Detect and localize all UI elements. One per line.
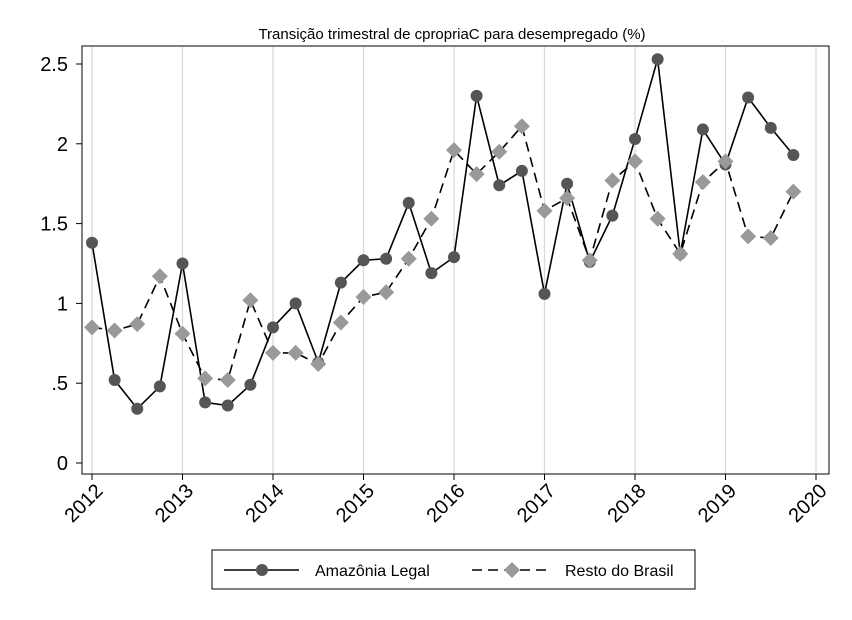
series-1-point-5 bbox=[197, 370, 214, 387]
series-1-point-24 bbox=[627, 153, 643, 170]
series-0-point-23 bbox=[606, 209, 619, 222]
series-1-point-18 bbox=[491, 143, 508, 160]
series-0-point-18 bbox=[493, 179, 506, 192]
series-0-point-24 bbox=[629, 133, 641, 146]
series-1-point-0 bbox=[84, 319, 100, 336]
series-0-point-27 bbox=[696, 123, 709, 136]
series-1-point-6 bbox=[219, 372, 236, 389]
series-1-point-1 bbox=[106, 322, 123, 339]
series-1-point-23 bbox=[604, 172, 621, 189]
series-1-point-17 bbox=[468, 166, 485, 183]
legend-marker-amazonia bbox=[256, 564, 268, 576]
series-1-point-8 bbox=[265, 344, 281, 361]
series-0-point-8 bbox=[267, 321, 279, 334]
series-1-point-9 bbox=[287, 344, 304, 361]
series-1-point-14 bbox=[400, 250, 417, 267]
y-tick-label-5: 2.5 bbox=[40, 54, 68, 76]
series-0-point-15 bbox=[425, 267, 438, 280]
series-1-point-15 bbox=[423, 210, 440, 227]
legend-label-resto: Resto do Brasil bbox=[565, 563, 674, 580]
data-series bbox=[84, 53, 802, 415]
series-0-point-5 bbox=[199, 396, 212, 409]
series-1-point-16 bbox=[446, 142, 462, 159]
series-1-point-31 bbox=[785, 183, 802, 200]
series-0-point-12 bbox=[357, 254, 370, 267]
series-1-point-29 bbox=[740, 228, 757, 245]
series-0-point-14 bbox=[402, 196, 415, 209]
series-1-point-10 bbox=[310, 356, 327, 373]
series-1-point-20 bbox=[536, 202, 553, 219]
series-1-point-3 bbox=[151, 268, 168, 285]
series-1-point-11 bbox=[332, 314, 349, 331]
series-0-point-13 bbox=[380, 252, 393, 265]
series-0-point-1 bbox=[108, 374, 121, 387]
legend-marker-resto bbox=[504, 562, 520, 578]
y-tick-label-3: 1.5 bbox=[40, 214, 68, 236]
series-0-point-4 bbox=[176, 257, 189, 270]
series-1-point-19 bbox=[513, 118, 530, 135]
series-1-point-21 bbox=[559, 190, 576, 207]
series-1-point-26 bbox=[672, 245, 689, 262]
y-tick-label-2: 1 bbox=[57, 293, 68, 315]
series-0-point-9 bbox=[289, 297, 302, 310]
y-tick-label-0: 0 bbox=[57, 453, 68, 475]
y-tick-label-1: .5 bbox=[51, 373, 68, 395]
series-0-point-0 bbox=[86, 236, 98, 249]
series-0-point-6 bbox=[221, 399, 234, 412]
series-1-point-4 bbox=[174, 325, 191, 342]
series-1-point-28 bbox=[717, 153, 734, 170]
y-tick-label-4: 2 bbox=[57, 134, 68, 156]
series-0-point-25 bbox=[651, 53, 664, 66]
series-1-point-30 bbox=[762, 229, 779, 246]
series-0-point-17 bbox=[470, 89, 483, 102]
series-0-point-2 bbox=[131, 402, 144, 415]
series-0-point-19 bbox=[515, 164, 528, 177]
series-0-point-11 bbox=[334, 276, 347, 289]
series-1-point-13 bbox=[378, 284, 395, 301]
series-0-point-29 bbox=[742, 91, 755, 104]
series-0-point-7 bbox=[244, 378, 257, 391]
legend-label-amazonia: Amazônia Legal bbox=[315, 563, 430, 580]
series-1-point-2 bbox=[129, 316, 146, 333]
series-1-point-7 bbox=[242, 292, 259, 309]
legend: Amazônia Legal Resto do Brasil bbox=[211, 549, 696, 590]
grid-lines bbox=[91, 47, 817, 473]
series-1-point-12 bbox=[355, 289, 372, 306]
series-0-point-30 bbox=[764, 121, 777, 134]
chart-title: Transição trimestral de cpropriaC para d… bbox=[258, 26, 645, 43]
series-1-point-22 bbox=[581, 252, 598, 269]
series-0-point-21 bbox=[561, 177, 574, 190]
series-1-point-27 bbox=[694, 174, 711, 191]
series-0-point-31 bbox=[787, 148, 800, 161]
series-1-point-25 bbox=[649, 210, 666, 227]
series-0-point-20 bbox=[538, 287, 551, 300]
series-0-point-3 bbox=[153, 380, 166, 393]
series-0-point-16 bbox=[448, 251, 460, 264]
